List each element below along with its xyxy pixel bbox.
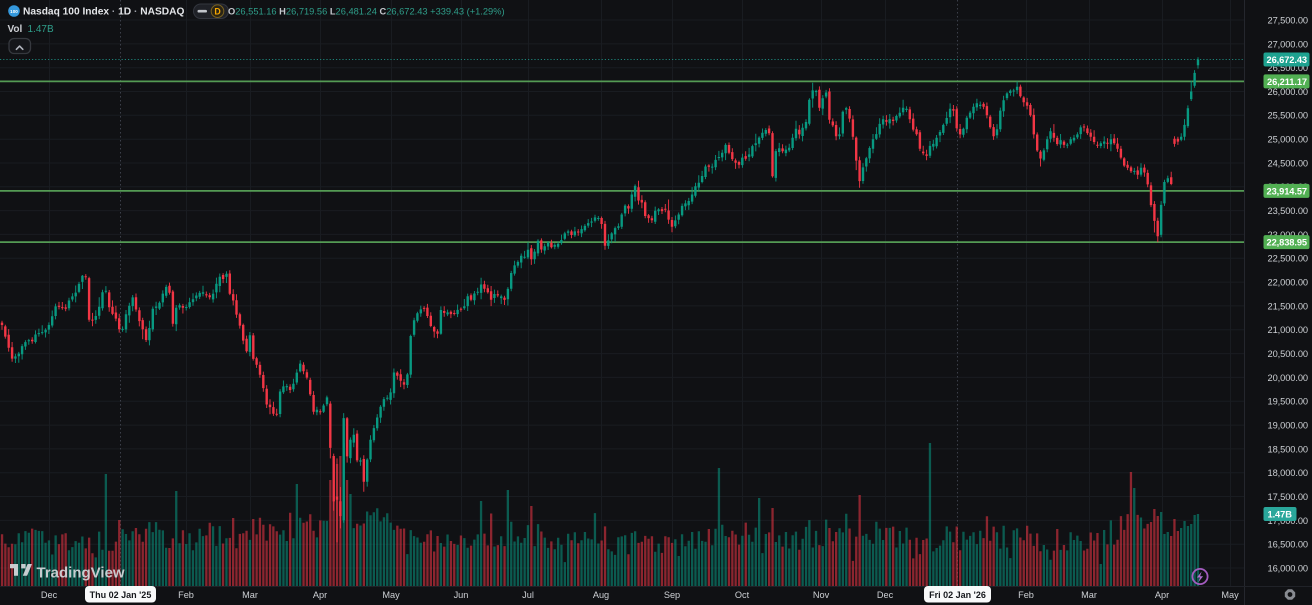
- svg-text:Jul: Jul: [522, 590, 534, 600]
- svg-text:Oct: Oct: [735, 590, 750, 600]
- svg-text:25,000.00: 25,000.00: [1268, 135, 1308, 145]
- svg-text:Apr: Apr: [313, 590, 327, 600]
- svg-text:21,500.00: 21,500.00: [1268, 301, 1308, 311]
- svg-text:Feb: Feb: [1018, 590, 1034, 600]
- svg-text:26,211.17: 26,211.17: [1267, 77, 1307, 87]
- svg-text:16,500.00: 16,500.00: [1268, 540, 1308, 550]
- svg-text:Mar: Mar: [242, 590, 258, 600]
- svg-text:TradingView: TradingView: [37, 565, 125, 582]
- svg-text:May: May: [1221, 590, 1239, 600]
- svg-text:22,500.00: 22,500.00: [1268, 254, 1308, 264]
- svg-text:Mar: Mar: [1081, 590, 1097, 600]
- svg-text:23,000.00: 23,000.00: [1268, 230, 1308, 240]
- svg-text:27,500.00: 27,500.00: [1268, 15, 1308, 25]
- svg-text:23,914.57: 23,914.57: [1267, 186, 1307, 196]
- svg-text:25,500.00: 25,500.00: [1268, 111, 1308, 121]
- svg-text:O26,551.16 H26,719.56 L26,481.: O26,551.16 H26,719.56 L26,481.24 C26,672…: [228, 6, 505, 16]
- svg-text:26,000.00: 26,000.00: [1268, 87, 1308, 97]
- svg-text:20,000.00: 20,000.00: [1268, 373, 1308, 383]
- svg-text:21,000.00: 21,000.00: [1268, 325, 1308, 335]
- svg-text:22,000.00: 22,000.00: [1268, 278, 1308, 288]
- svg-text:Dec: Dec: [41, 590, 58, 600]
- svg-text:17,500.00: 17,500.00: [1268, 492, 1308, 502]
- svg-text:24,500.00: 24,500.00: [1268, 158, 1308, 168]
- svg-text:Nasdaq 100 Index · 1D · NASDAQ: Nasdaq 100 Index · 1D · NASDAQ: [23, 7, 184, 18]
- svg-text:Vol: Vol: [8, 24, 23, 35]
- svg-text:1.47B: 1.47B: [1268, 510, 1293, 520]
- svg-text:16,000.00: 16,000.00: [1268, 563, 1308, 573]
- svg-text:Apr: Apr: [1155, 590, 1169, 600]
- svg-text:20,500.00: 20,500.00: [1268, 349, 1308, 359]
- svg-text:Thu 02 Jan '25: Thu 02 Jan '25: [90, 590, 152, 600]
- svg-text:D: D: [214, 6, 220, 16]
- svg-text:18,500.00: 18,500.00: [1268, 444, 1308, 454]
- svg-text:27,000.00: 27,000.00: [1268, 39, 1308, 49]
- svg-text:18,000.00: 18,000.00: [1268, 468, 1308, 478]
- svg-text:May: May: [382, 590, 400, 600]
- svg-text:Fri 02 Jan '26: Fri 02 Jan '26: [929, 590, 986, 600]
- svg-text:22,838.95: 22,838.95: [1267, 238, 1307, 248]
- svg-text:Nov: Nov: [813, 590, 830, 600]
- svg-text:100: 100: [10, 9, 18, 14]
- svg-text:Sep: Sep: [664, 590, 680, 600]
- svg-text:26,672.43: 26,672.43: [1267, 55, 1307, 65]
- svg-text:19,000.00: 19,000.00: [1268, 420, 1308, 430]
- svg-text:26,500.00: 26,500.00: [1268, 63, 1308, 73]
- svg-text:Aug: Aug: [593, 590, 609, 600]
- svg-text:19,500.00: 19,500.00: [1268, 397, 1308, 407]
- svg-text:Dec: Dec: [877, 590, 894, 600]
- svg-text:Jun: Jun: [454, 590, 469, 600]
- svg-text:1.47B: 1.47B: [28, 24, 54, 35]
- svg-text:23,500.00: 23,500.00: [1268, 206, 1308, 216]
- svg-text:Feb: Feb: [178, 590, 194, 600]
